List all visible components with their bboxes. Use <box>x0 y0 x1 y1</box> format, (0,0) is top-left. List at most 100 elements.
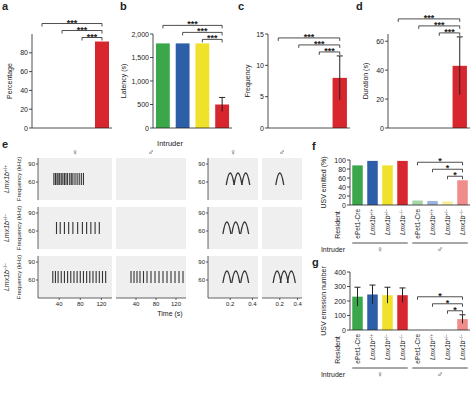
group-title: Intruder <box>321 371 346 378</box>
y-tick-label: 90 <box>28 161 35 167</box>
error-bar <box>339 56 340 100</box>
y-tick <box>150 104 153 105</box>
panel-letter: f <box>312 140 316 152</box>
significance-label: *** <box>77 25 88 35</box>
usv-call <box>92 271 93 283</box>
genotype: +/− <box>3 214 8 221</box>
usv-call <box>61 271 62 283</box>
usv-call <box>77 222 78 234</box>
usv-call <box>64 222 65 234</box>
y-tick <box>36 280 38 281</box>
genotype: +/− <box>384 334 389 341</box>
genotype: −/− <box>459 209 464 216</box>
gene-name: Lmx1b <box>429 215 436 235</box>
spectrogram-cell <box>38 256 112 298</box>
y-tick <box>385 99 388 100</box>
error-bar <box>372 285 373 304</box>
y-tick <box>347 187 350 188</box>
x-axis <box>268 128 350 129</box>
x-tick-label: 120 <box>96 301 107 307</box>
y-axis <box>32 34 33 128</box>
x-tick <box>59 298 60 300</box>
y-tick-label: 40 <box>338 184 346 191</box>
usv-call <box>223 222 231 234</box>
x-tick-label: Lmx1b+/− <box>444 209 452 235</box>
usv-call <box>182 271 183 283</box>
title: Intruder <box>157 139 183 148</box>
significance-label: *** <box>187 19 198 29</box>
y-label: USV emission number <box>320 266 327 336</box>
usv-call <box>71 173 72 185</box>
error-cap <box>355 287 361 288</box>
usv-call <box>55 173 56 185</box>
x-tick <box>230 298 231 300</box>
y-tick-label: 90 <box>198 210 205 216</box>
y-tick-label: 200 <box>334 298 346 305</box>
gene-name: Lmx1b <box>369 215 376 235</box>
y-tick <box>150 128 153 129</box>
y-label: USV emitted (%) <box>320 156 328 208</box>
error-cap <box>385 287 391 288</box>
usv-call <box>64 173 65 185</box>
x-tick-label: ePet1-Cre <box>354 209 361 239</box>
x-tick <box>176 298 177 300</box>
usv-call <box>61 173 62 185</box>
significance-label: * <box>453 305 457 315</box>
category-title: Resident <box>334 336 341 364</box>
error-cap <box>337 55 343 56</box>
x-tick-label: Lmx1b+/− <box>384 334 392 360</box>
y-tick-label: 40 <box>376 67 384 74</box>
figure: aPercentage020406080*********bLatency (s… <box>0 0 474 399</box>
significance-label: * <box>438 156 442 166</box>
gene-name: Lmx1b <box>399 215 406 235</box>
y-tick-label: 60 <box>20 68 28 75</box>
usv-call <box>178 271 179 283</box>
y-tick <box>29 109 32 110</box>
y-label: Percentage <box>6 63 14 99</box>
x-tick-label: ePet1-Cre <box>354 334 361 364</box>
y-tick-label: 60 <box>198 228 205 234</box>
group-label: ♀ <box>377 370 383 379</box>
x-axis <box>38 298 112 299</box>
group-label: ♂ <box>437 245 443 254</box>
y-label: Frequency (kHz) <box>16 255 22 299</box>
gene-name: Lmx1b <box>3 270 10 291</box>
y-tick-label: 60 <box>198 179 205 185</box>
panel-letter: c <box>238 0 244 12</box>
usv-call <box>139 271 140 283</box>
usv-call <box>62 173 63 185</box>
y-tick <box>265 96 268 97</box>
y-tick <box>206 164 208 165</box>
spectrogram-cell <box>208 158 258 200</box>
usv-call <box>72 173 73 185</box>
y-tick <box>206 262 208 263</box>
y-tick-label: 60 <box>28 228 35 234</box>
group-line <box>352 368 408 369</box>
x-tick <box>279 298 280 300</box>
y-tick <box>36 213 38 214</box>
x-tick-label: Lmx1b+/+ <box>369 209 377 235</box>
bar <box>412 201 423 206</box>
significance-label: *** <box>324 46 335 56</box>
usv-call <box>223 271 231 283</box>
error-cap <box>219 97 225 98</box>
usv-call <box>69 173 70 185</box>
usv-call <box>64 271 65 283</box>
y-tick <box>347 315 350 316</box>
error-cap <box>370 285 376 286</box>
y-tick-label: 80 <box>338 166 346 173</box>
y-tick-label: 500 <box>137 101 149 108</box>
spectrogram-cell <box>262 158 302 200</box>
x-tick-label: 0.4 <box>248 301 257 307</box>
y-tick-label: 60 <box>28 277 35 283</box>
bar <box>382 165 393 205</box>
spectrogram-cell <box>208 256 258 298</box>
y-tick-label: 90 <box>28 259 35 265</box>
x-tick <box>156 298 157 300</box>
y-tick <box>385 128 388 129</box>
spectrogram-cell <box>38 158 112 200</box>
gene-name: Lmx1b <box>3 172 10 193</box>
y-tick <box>36 164 38 165</box>
usv-call <box>143 271 144 283</box>
usv-call <box>56 222 57 234</box>
